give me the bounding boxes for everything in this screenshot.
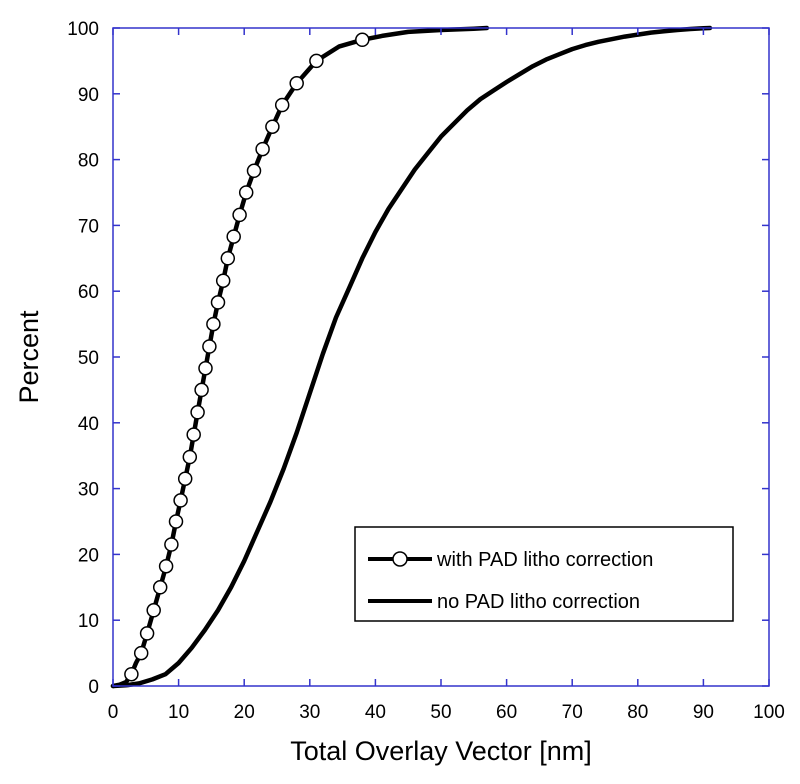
- series-with-pad-marker: [220, 251, 236, 266]
- series-with-pad-marker: [355, 32, 370, 48]
- series-with-pad-marker: [168, 514, 184, 529]
- series-with-pad-marker: [274, 97, 290, 113]
- series-with-pad-marker: [190, 405, 205, 420]
- y-axis-title: Percent: [14, 310, 44, 404]
- y-tick-label: 10: [78, 611, 99, 632]
- x-tick-label: 100: [753, 702, 785, 723]
- x-tick-label: 30: [299, 702, 320, 723]
- series-with-pad-line: [110, 25, 490, 689]
- series-with-pad-marker: [255, 141, 270, 157]
- series-with-pad-marker: [177, 471, 193, 486]
- series-with-pad-marker: [194, 382, 209, 398]
- x-tick-label: 50: [430, 702, 451, 723]
- series-with-pad-marker: [182, 449, 198, 465]
- series-with-pad-marker: [133, 645, 149, 661]
- y-tick-label: 20: [78, 545, 99, 566]
- series-with-pad-marker: [238, 185, 254, 200]
- y-tick-label: 80: [78, 151, 99, 172]
- series-with-pad-marker: [164, 537, 179, 552]
- x-tick-label: 70: [562, 702, 583, 723]
- x-tick-label: 10: [168, 702, 189, 723]
- series-with-pad-marker: [232, 207, 247, 223]
- series-with-pad-marker: [198, 360, 213, 376]
- series-with-pad-marker: [186, 427, 201, 442]
- plot-frame: [112, 27, 770, 687]
- series-with-pad-marker: [152, 580, 168, 595]
- series-no-pad-line: [110, 25, 713, 689]
- series-layer: [110, 25, 713, 689]
- series-with-pad-marker: [124, 666, 139, 682]
- x-tick-label: 20: [234, 702, 255, 723]
- series-with-pad-marker: [206, 316, 221, 332]
- series-with-pad-marker: [202, 339, 217, 354]
- series-with-pad-marker: [226, 229, 241, 244]
- x-tick-label: 40: [365, 702, 386, 723]
- y-tick-label: 90: [78, 85, 99, 106]
- legend-label-with-pad: with PAD litho correction: [436, 549, 653, 571]
- x-tick-label: 60: [496, 702, 517, 723]
- y-tick-label: 100: [67, 19, 99, 40]
- legend-box: [354, 526, 734, 622]
- legend: with PAD litho correction no PAD litho c…: [354, 526, 734, 622]
- series-with-pad-marker: [309, 53, 324, 69]
- y-tick-label: 30: [78, 480, 99, 501]
- series-with-pad-marker: [173, 493, 188, 508]
- series-with-pad-marker: [215, 273, 231, 288]
- x-tick-label: 80: [627, 702, 648, 723]
- series-with-pad-marker: [289, 76, 304, 91]
- series-with-pad-marker: [146, 603, 161, 618]
- y-tick-label: 40: [78, 414, 99, 435]
- x-tick-label: 0: [108, 702, 119, 723]
- x-axis-title: Total Overlay Vector [nm]: [290, 736, 592, 766]
- legend-marker-with-pad: [392, 551, 408, 567]
- legend-label-no-pad: no PAD litho correction: [437, 591, 640, 613]
- series-with-pad-marker: [265, 119, 280, 134]
- ticks-layer: 0 10 20 30 40 50 60 70 80 90 100 0 10 20 30 40 50 60 70 80 9…: [67, 19, 785, 723]
- series-with-pad-marker: [139, 626, 155, 641]
- y-tick-label: 0: [88, 677, 99, 698]
- y-tick-label: 70: [78, 216, 99, 237]
- series-with-pad-marker: [158, 558, 174, 574]
- series-with-pad-marker: [210, 295, 226, 310]
- series-with-pad-marker: [246, 163, 262, 179]
- y-tick-label: 60: [78, 282, 99, 303]
- y-tick-label: 50: [78, 348, 99, 369]
- x-tick-label: 90: [693, 702, 714, 723]
